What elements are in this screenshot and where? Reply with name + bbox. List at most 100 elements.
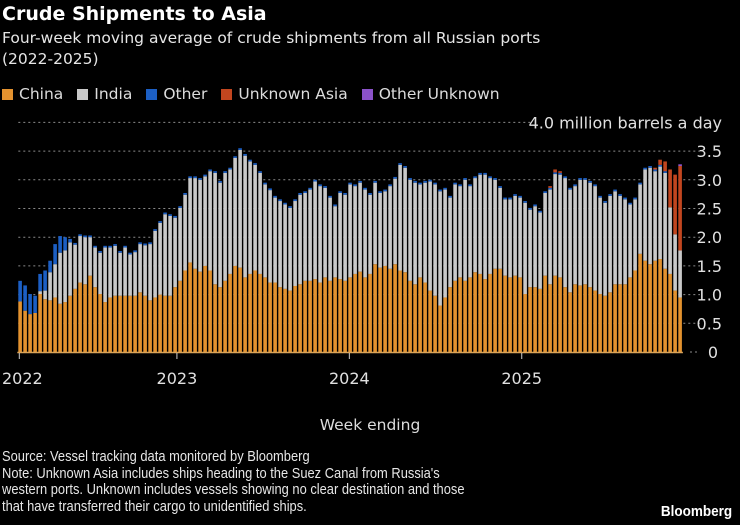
bar-china	[668, 273, 672, 352]
bar-other	[168, 214, 172, 216]
bar-india	[193, 178, 197, 269]
bar-china	[428, 290, 432, 352]
bar-stack	[118, 250, 122, 352]
bar-india	[583, 179, 587, 285]
y-tick-label: 2.0	[697, 228, 722, 247]
bar-stack	[258, 171, 262, 352]
bar-other	[393, 176, 397, 179]
bar-unknown-asia	[558, 171, 562, 173]
bar-other	[508, 197, 512, 200]
legend-label: Other	[163, 85, 208, 103]
bar-stack	[623, 197, 627, 352]
bar-stack	[378, 191, 382, 352]
bar-other	[78, 234, 82, 237]
bar-china	[283, 288, 287, 352]
bar-other	[513, 194, 517, 196]
bar-stack	[673, 174, 677, 352]
bar-india	[348, 184, 352, 278]
axes: 0 0.5 1.0 1.5 2.0 2.5 3.0 3.5 4.0 million barrel…	[2, 113, 722, 388]
subtitle-line-1: Four-week moving average of crude shipme…	[2, 29, 541, 47]
bar-other	[208, 169, 212, 172]
bar-india	[413, 182, 417, 285]
legend-swatch	[77, 88, 89, 100]
bar-other	[88, 235, 92, 238]
bar-china	[438, 305, 442, 352]
legend-label: Other Unknown	[378, 85, 500, 103]
bar-china	[178, 280, 182, 352]
bar-china	[388, 268, 392, 352]
bar-other	[598, 195, 602, 198]
bar-stack	[223, 171, 227, 352]
bar-stack	[178, 206, 182, 352]
bar-china	[18, 301, 22, 352]
bar-stack	[678, 164, 682, 352]
bar-china	[518, 277, 522, 352]
bar-stack	[173, 215, 177, 352]
bar-other	[108, 245, 112, 248]
bar-china	[538, 288, 542, 352]
bar-china	[658, 259, 662, 352]
bar-china	[268, 282, 272, 352]
bar-india	[273, 197, 277, 283]
bar-other	[143, 243, 147, 246]
bar-stack	[78, 234, 82, 352]
bar-stack	[323, 186, 327, 352]
bar-stack	[638, 182, 642, 352]
bar-stack	[93, 245, 97, 352]
bar-china	[368, 273, 372, 352]
bar-china	[63, 302, 67, 352]
bar-unknown-asia	[678, 166, 682, 251]
bar-china	[323, 277, 327, 352]
bar-china	[173, 287, 177, 352]
bar-stack	[483, 172, 487, 352]
bar-china	[348, 277, 352, 352]
bar-stack	[568, 187, 572, 352]
bar-india	[308, 189, 312, 281]
bar-stack	[538, 210, 542, 352]
bar-stack	[448, 195, 452, 352]
bar-other-unknown	[678, 164, 682, 167]
bar-india	[513, 195, 517, 276]
bar-stack	[288, 206, 292, 352]
bar-china	[188, 262, 192, 352]
bar-china	[113, 295, 117, 352]
bar-india	[183, 194, 187, 271]
bar-stack	[523, 201, 527, 352]
bar-other	[73, 242, 77, 245]
bar-india	[223, 172, 227, 281]
bar-india	[478, 174, 482, 274]
bar-india	[438, 191, 442, 306]
legend-label: China	[19, 85, 64, 103]
bar-other	[488, 176, 492, 179]
bar-stack	[133, 250, 137, 352]
bar-stack	[618, 194, 622, 352]
source-text: Source: Vessel tracking data monitored b…	[2, 448, 310, 465]
legend-item-china: China	[2, 85, 63, 103]
bar-india	[278, 201, 282, 288]
bar-india	[163, 214, 167, 296]
y-tick-label: 3.5	[697, 142, 722, 161]
bar-india	[228, 169, 232, 274]
bar-china	[338, 279, 342, 352]
bar-india	[363, 189, 367, 278]
bar-stack	[23, 285, 27, 352]
bar-stack	[123, 245, 127, 352]
bar-china	[513, 275, 517, 352]
bar-india	[368, 194, 372, 274]
bar-other	[343, 193, 347, 195]
bar-other	[313, 179, 317, 182]
bar-china	[443, 297, 447, 352]
bar-china	[453, 280, 457, 352]
bar-stack	[373, 180, 377, 352]
bar-stack	[233, 156, 237, 352]
bar-india	[408, 179, 412, 281]
bar-india	[643, 169, 647, 261]
bar-china	[148, 300, 152, 352]
bar-other	[38, 273, 42, 292]
bar-unknown-asia	[658, 159, 662, 165]
bar-other	[123, 245, 127, 248]
bar-other	[18, 280, 22, 302]
bar-other	[613, 189, 617, 192]
bar-other	[498, 186, 502, 188]
bar-india	[638, 184, 642, 254]
